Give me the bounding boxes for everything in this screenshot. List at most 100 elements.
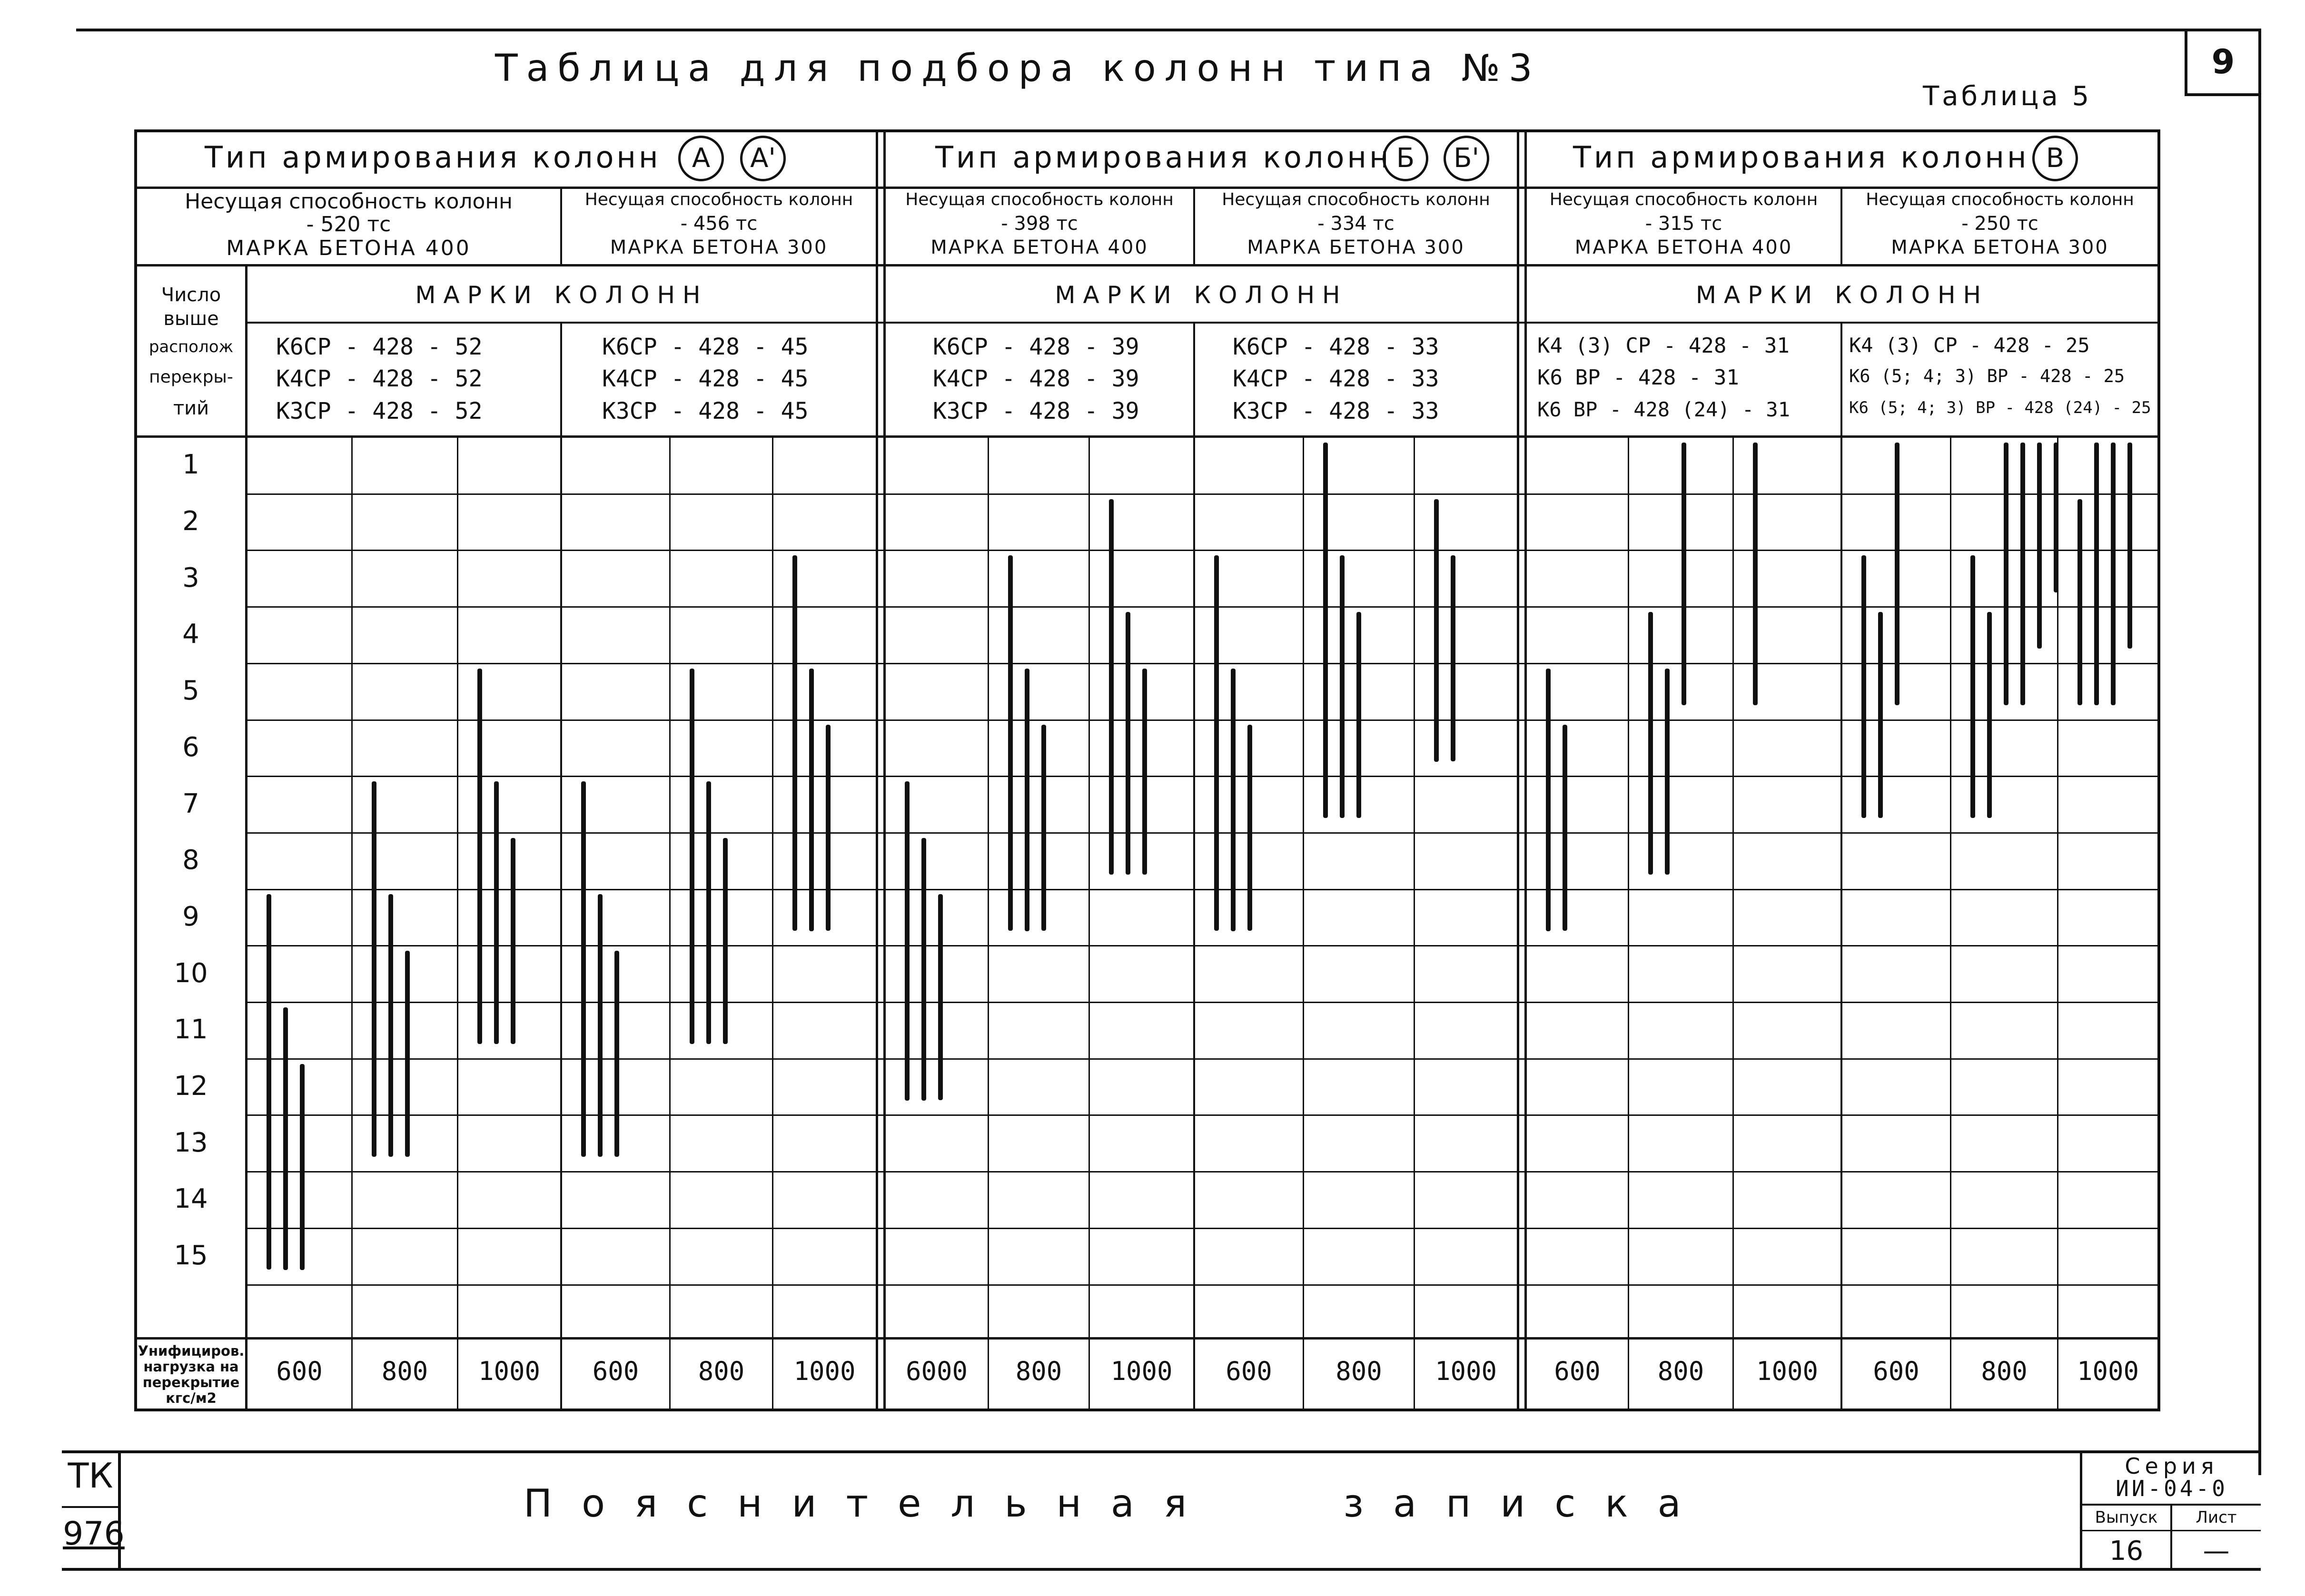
- applicability-bar: [1356, 612, 1361, 818]
- sheet-number: 9: [2211, 42, 2235, 81]
- load-value: 1000: [1110, 1356, 1173, 1386]
- applicability-bar: [1451, 555, 1455, 761]
- marks-b2-2: К4СР - 428 - 33: [1233, 365, 1439, 392]
- floors-header-1: Число: [161, 284, 221, 306]
- load-column-divider: [1414, 437, 1415, 1411]
- capacity-divider: [1193, 188, 1195, 266]
- marks-c2-3: К6 (5; 4; 3) ВР - 428 (24) - 25: [1849, 398, 2151, 417]
- stamp-bottom-line: [62, 1568, 2261, 1571]
- group-separator: [1524, 129, 1527, 1411]
- load-value: 800: [381, 1356, 428, 1386]
- applicability-bar: [1861, 555, 1866, 818]
- row-number: 13: [174, 1127, 208, 1158]
- stamp-code-bottom: 976: [63, 1515, 125, 1553]
- group-separator: [1517, 129, 1519, 1411]
- floors-header-4: перекры-: [149, 367, 233, 387]
- applicability-bar: [809, 669, 814, 931]
- row-number: 3: [182, 562, 199, 593]
- row-number: 9: [182, 901, 199, 932]
- row-number: 14: [174, 1183, 208, 1214]
- applicability-bar: [1895, 443, 1899, 705]
- applicability-bar: [690, 669, 694, 1044]
- load-value: 800: [698, 1356, 745, 1386]
- applicability-bar: [511, 838, 515, 1044]
- applicability-bar: [1247, 725, 1252, 931]
- capacity-c1-line2: - 315 тс: [1645, 213, 1722, 235]
- marks-b2-1: К6СР - 428 - 33: [1233, 334, 1439, 360]
- applicability-bar: [938, 894, 943, 1100]
- table-label: Таблица 5: [1923, 81, 2092, 112]
- row-grid-line: [247, 719, 2157, 721]
- applicability-bar: [2004, 443, 2008, 705]
- floors-header-2: выше: [163, 308, 219, 330]
- applicability-bar: [1987, 612, 1992, 818]
- load-value: 600: [592, 1356, 639, 1386]
- applicability-bar: [598, 894, 603, 1157]
- stamp-code-mid: [62, 1506, 118, 1508]
- capacity-c1-line3: МАРКА БЕТОНА 400: [1574, 236, 1793, 258]
- capacity-b2-line1: Несущая способность колонн: [1222, 190, 1490, 209]
- group-a-heading: Тип армирования колонн: [205, 140, 661, 175]
- capacity-divider: [1840, 188, 1842, 266]
- applicability-bar: [1025, 669, 1029, 931]
- load-column-divider: [351, 437, 353, 1411]
- applicability-bar: [1008, 555, 1013, 931]
- applicability-bar: [494, 781, 499, 1044]
- stamp-top-line: [62, 1450, 2261, 1453]
- load-column-divider: [1303, 437, 1304, 1411]
- applicability-bar: [1546, 669, 1551, 931]
- reinforcement-type-b: Б: [1383, 136, 1428, 181]
- marks-b2-3: К3СР - 428 - 33: [1233, 398, 1439, 424]
- applicability-bar: [1970, 555, 1975, 818]
- row-number: 15: [174, 1240, 208, 1271]
- table-border-bottom: [134, 1409, 2160, 1411]
- capacity-b2-line2: - 334 тс: [1317, 213, 1395, 235]
- stamp-sheet-label: Лист: [2196, 1508, 2237, 1527]
- load-label-2: нагрузка на: [143, 1359, 239, 1375]
- load-value: 600: [1873, 1356, 1919, 1386]
- capacity-c2-line1: Несущая способность колонн: [1866, 190, 2134, 209]
- marks-a1-3: К3СР - 428 - 52: [276, 398, 483, 424]
- applicability-bar: [1682, 443, 1686, 705]
- load-value: 600: [1226, 1356, 1272, 1386]
- marks-a2-1: К6СР - 428 - 45: [602, 334, 809, 360]
- load-value: 1000: [2077, 1356, 2139, 1386]
- load-column-divider: [669, 437, 671, 1411]
- applicability-bar: [581, 781, 586, 1157]
- load-value: 1000: [478, 1356, 541, 1386]
- row-grid-line: [247, 832, 2157, 834]
- row-grid-line: [247, 1228, 2157, 1229]
- row-grid-line: [247, 550, 2157, 551]
- load-column-divider: [1088, 437, 1090, 1411]
- sheet-number-box: [2185, 30, 2261, 96]
- row-grid-line: [247, 1171, 2157, 1172]
- row-grid-line: [247, 945, 2157, 946]
- marks-b1-1: К6СР - 428 - 39: [933, 334, 1139, 360]
- applicability-bar: [477, 669, 482, 1044]
- applicability-bar: [1323, 443, 1328, 818]
- row-number: 8: [182, 845, 199, 876]
- applicability-bar: [283, 1007, 288, 1270]
- capacity-c2-line3: МАРКА БЕТОНА 300: [1891, 236, 2109, 258]
- marks-c2-1: К4 (3) СР - 428 - 25: [1849, 334, 2090, 357]
- stamp-sheet-value: —: [2203, 1536, 2230, 1566]
- row-number: 11: [174, 1014, 208, 1045]
- capacity-b1-line3: МАРКА БЕТОНА 400: [930, 236, 1148, 258]
- load-label-1: Унифициров.: [138, 1343, 245, 1359]
- applicability-bar: [1563, 725, 1567, 931]
- applicability-bar: [1665, 669, 1670, 875]
- applicability-bar: [1126, 612, 1130, 875]
- marks-a2-3: К3СР - 428 - 45: [602, 398, 809, 424]
- stamp-issue-rule: [2080, 1530, 2261, 1531]
- applicability-bar: [1878, 612, 1883, 818]
- stamp-series-divider: [2080, 1450, 2082, 1571]
- row-number: 1: [182, 449, 199, 480]
- marks-divider: [1840, 323, 1842, 1411]
- row-grid-line: [247, 493, 2157, 495]
- applicability-bar: [1434, 499, 1439, 762]
- group-separator: [883, 129, 886, 1411]
- applicability-bar: [792, 555, 797, 931]
- capacity-a2-line2: - 456 тс: [680, 213, 758, 235]
- applicability-bar: [1648, 612, 1653, 875]
- applicability-bar: [1231, 669, 1236, 931]
